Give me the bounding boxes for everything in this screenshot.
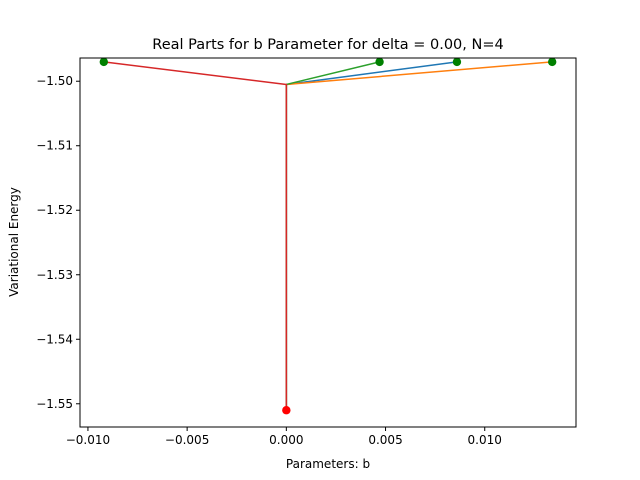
y-tick-label: −1.50	[36, 74, 73, 88]
series-line-4	[103, 61, 288, 411]
series-line-1	[285, 61, 458, 411]
y-tick-label: −1.52	[36, 203, 73, 217]
data-point-2	[547, 57, 557, 67]
x-tick-label: −0.010	[66, 433, 110, 447]
data-point-5	[282, 406, 291, 415]
y-tick-label: −1.55	[36, 397, 73, 411]
series-line-2	[285, 61, 553, 411]
marker-layer	[99, 57, 557, 415]
x-tick-label: −0.005	[165, 433, 209, 447]
y-tick-label: −1.51	[36, 139, 73, 153]
chart-title: Real Parts for b Parameter for delta = 0…	[152, 37, 503, 53]
plot-frame	[79, 57, 577, 428]
data-point-3	[375, 57, 384, 67]
series-layer	[103, 61, 553, 411]
x-axis: −0.010 −0.005 0.000 0.005 0.010	[66, 427, 502, 447]
y-axis-label: Variational Energy	[7, 187, 21, 297]
x-axis-label: Parameters: b	[286, 457, 370, 471]
y-axis: −1.50 −1.51 −1.52 −1.53 −1.54 −1.55	[36, 74, 80, 411]
y-tick-label: −1.54	[36, 332, 73, 346]
data-point-4	[99, 57, 109, 67]
x-tick-label: 0.010	[468, 433, 502, 447]
x-tick-label: 0.000	[269, 433, 303, 447]
data-point-1	[452, 57, 462, 67]
y-tick-label: −1.53	[36, 268, 73, 282]
series-line-3	[285, 61, 380, 411]
x-tick-label: 0.005	[368, 433, 402, 447]
